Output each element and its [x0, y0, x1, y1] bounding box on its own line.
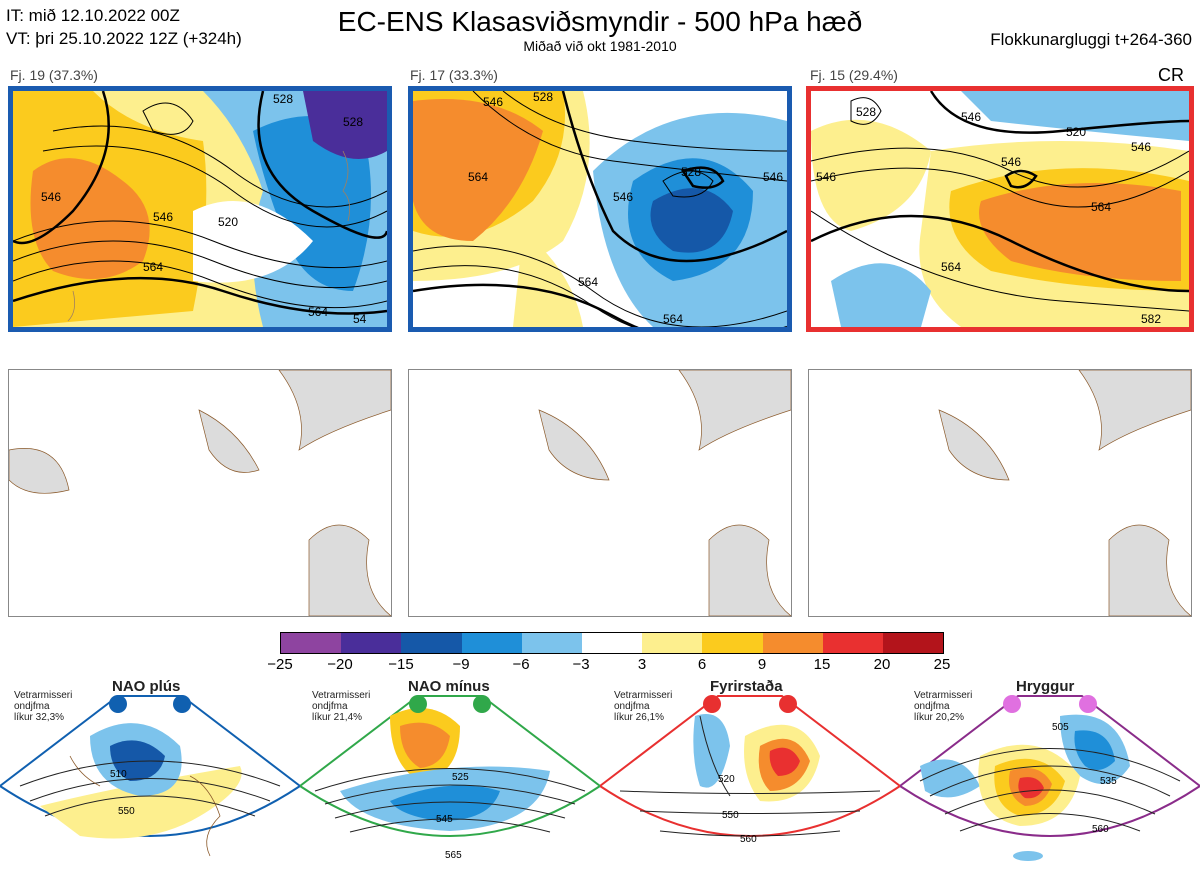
cluster-1-label: Fj. 19 (37.3%) — [10, 67, 98, 83]
contour-label: 505 — [1052, 722, 1069, 733]
header-info: IT: mið 12.10.2022 00Z VT: þri 25.10.202… — [6, 4, 242, 50]
contour-label: 564 — [941, 260, 961, 274]
colorbar-label: −6 — [512, 656, 530, 673]
colorbar-swatch — [822, 633, 883, 653]
regime-note: Vetrarmisseri ondjfma líkur 26,1% — [614, 690, 673, 723]
contour-label: 546 — [961, 110, 981, 124]
contour-label: 564 — [578, 275, 598, 289]
page-subtitle: Miðað við okt 1981-2010 — [523, 38, 677, 54]
empty-map-2 — [408, 369, 792, 617]
contour-label: 525 — [452, 772, 469, 783]
contour-label: 564 — [663, 312, 683, 326]
cluster-3-tag: CR — [1158, 65, 1184, 85]
vt-line: VT: þri 25.10.2022 12Z (+324h) — [6, 29, 242, 48]
colorbar-swatch — [882, 633, 944, 653]
regime-title: NAO plús — [112, 678, 181, 695]
colorbar-swatch — [642, 633, 703, 653]
contour-label: 550 — [722, 810, 739, 821]
colorbar-label: −9 — [452, 656, 470, 673]
colorbar-swatch — [702, 633, 763, 653]
contour-label: 565 — [445, 850, 462, 861]
cluster-3-map: 528 546 546 564 564 546 546 520 582 — [806, 86, 1194, 332]
colorbar-swatch — [461, 633, 522, 653]
contour-label: 560 — [1092, 824, 1109, 835]
regime-note: Vetrarmisseri ondjfma líkur 32,3% — [14, 690, 73, 723]
colorbar-label: 15 — [813, 656, 831, 673]
colorbar-label: 6 — [697, 656, 707, 673]
colorbar-swatch — [521, 633, 582, 653]
contour-label: 546 — [1001, 155, 1021, 169]
colorbar-swatch — [401, 633, 462, 653]
contour-label: 510 — [110, 769, 127, 780]
colorbar-swatch — [281, 633, 342, 653]
page-title: EC-ENS Klasasviðsmyndir - 500 hPa hæð — [337, 6, 863, 37]
regime-title: NAO mínus — [408, 678, 490, 695]
colorbar-swatch — [762, 633, 823, 653]
regime-nao-minus: Vetrarmisseri ondjfma líkur 21,4% NAO mínu… — [300, 676, 600, 871]
contour-label: 546 — [153, 210, 173, 224]
regime-note: Vetrarmisseri ondjfma líkur 20,2% — [914, 690, 973, 723]
contour-label: 520 — [718, 774, 735, 785]
contour-label: 546 — [613, 190, 633, 204]
contour-label: 528 — [343, 115, 363, 129]
contour-label: 535 — [1100, 776, 1117, 787]
contour-label: 528 — [681, 165, 701, 179]
empty-map-3 — [808, 369, 1192, 617]
contour-label: 546 — [483, 95, 503, 109]
contour-label: 560 — [740, 834, 757, 845]
contour-label: 545 — [436, 814, 453, 825]
contour-label: 520 — [218, 215, 238, 229]
regime-title: Hryggur — [1016, 678, 1075, 695]
colorbar-label: −25 — [267, 656, 293, 673]
colorbar-label: 3 — [637, 656, 647, 673]
colorbar-swatch — [341, 633, 402, 653]
colorbar-label: 25 — [933, 656, 951, 673]
empty-map-1 — [8, 369, 392, 617]
colorbar-label: 20 — [873, 656, 891, 673]
regime-ridge: Vetrarmisseri ondjfma líkur 20,2% Hryggur … — [900, 676, 1200, 871]
contour-label: 564 — [308, 305, 328, 319]
contour-label: 564 — [1091, 200, 1111, 214]
contour-label: 564 — [468, 170, 488, 184]
cluster-1-map: 546 546 564 520 528 528 564 54 — [8, 86, 392, 332]
cluster-2-label: Fj. 17 (33.3%) — [410, 67, 498, 83]
contour-label: 546 — [1131, 140, 1151, 154]
colorbar-swatch — [581, 633, 643, 653]
cluster-2-map: 546 528 528 564 564 564 546 546 — [408, 86, 792, 332]
contour-label: 550 — [118, 806, 135, 817]
contour-label: 564 — [143, 260, 163, 274]
colorbar-label: −20 — [327, 656, 353, 673]
regime-blocking: Vetrarmisseri ondjfma líkur 26,1% Fyrirsta… — [600, 676, 900, 871]
cluster-3-label: Fj. 15 (29.4%) — [810, 67, 898, 83]
contour-label: 546 — [41, 190, 61, 204]
contour-label: 528 — [533, 91, 553, 104]
window-label: Flokkunargluggi t+264-360 — [990, 30, 1192, 49]
contour-label: 520 — [1066, 125, 1086, 139]
contour-label: 546 — [816, 170, 836, 184]
contour-label: 528 — [273, 92, 293, 106]
regime-title: Fyrirstaða — [710, 678, 783, 695]
contour-label: 546 — [763, 170, 783, 184]
contour-label: 54 — [353, 312, 367, 326]
colorbar-label: −15 — [388, 656, 414, 673]
regime-nao-plus: Vetrarmisseri ondjfma líkur 32,3% NAO plús… — [0, 676, 300, 871]
contour-label: 582 — [1141, 312, 1161, 326]
colorbar-label: −3 — [572, 656, 590, 673]
regime-note: Vetrarmisseri ondjfma líkur 21,4% — [312, 690, 371, 723]
contour-label: 528 — [856, 105, 876, 119]
colorbar-label: 9 — [757, 656, 767, 673]
it-line: IT: mið 12.10.2022 00Z — [6, 6, 180, 25]
colorbar — [280, 632, 944, 654]
